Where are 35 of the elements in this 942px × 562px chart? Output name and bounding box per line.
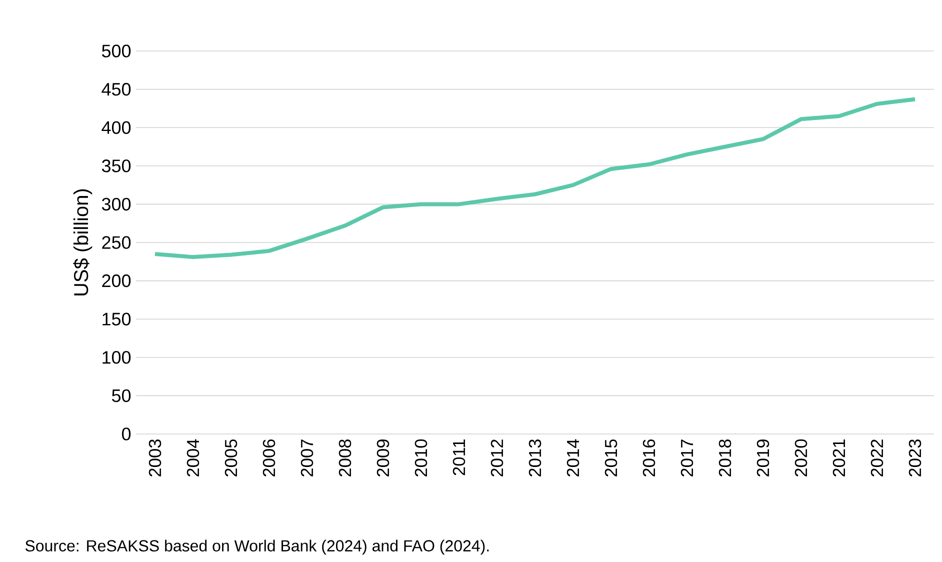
y-tick-label: 100: [102, 351, 131, 364]
y-tick-label: 350: [102, 160, 131, 172]
x-tick-label: 2022: [870, 440, 884, 476]
x-tick-label: 2020: [794, 439, 808, 476]
source-note: Source: ReSAKSS based on World Bank (2024) and FAO (2024).: [25, 540, 489, 555]
x-tick-label: 2004: [186, 439, 200, 476]
x-tick-label: 2012: [490, 440, 504, 476]
x-tick-label: 2008: [338, 439, 352, 476]
x-tick-label: 2015: [604, 439, 618, 476]
y-tick-label: 200: [102, 274, 131, 288]
x-tick-label: 2006: [262, 439, 276, 476]
x-tick-label: 2014: [566, 439, 580, 476]
x-tick-label: 2003: [148, 439, 162, 476]
y-tick-label: 250: [102, 236, 131, 249]
y-axis-title: US$ (billion): [73, 189, 92, 296]
x-tick-label: 2009: [376, 440, 390, 476]
x-tick-label: 2007: [300, 440, 314, 476]
x-tick-label: 2013: [528, 439, 542, 476]
x-tick-label: 2016: [642, 439, 656, 476]
x-tick-label: 2023: [908, 439, 922, 476]
y-tick-label: 150: [102, 312, 131, 326]
x-tick-label: 2017: [680, 440, 694, 476]
y-tick-label: 450: [102, 82, 131, 96]
y-tick-label: 500: [102, 44, 131, 58]
x-tick-label: 2019: [756, 440, 770, 476]
x-tick-label: 2018: [718, 439, 732, 476]
x-tick-label: 2021: [832, 440, 846, 476]
x-tick-label: 2010: [414, 439, 428, 476]
y-tick-label: 0: [122, 428, 131, 440]
y-tick-label: 50: [112, 389, 131, 402]
x-tick-label: 2005: [224, 439, 238, 476]
x-tick-label: 2011: [452, 440, 466, 476]
y-tick-label: 400: [102, 121, 131, 134]
y-tick-label: 300: [102, 198, 131, 211]
line-series: [153, 97, 917, 260]
